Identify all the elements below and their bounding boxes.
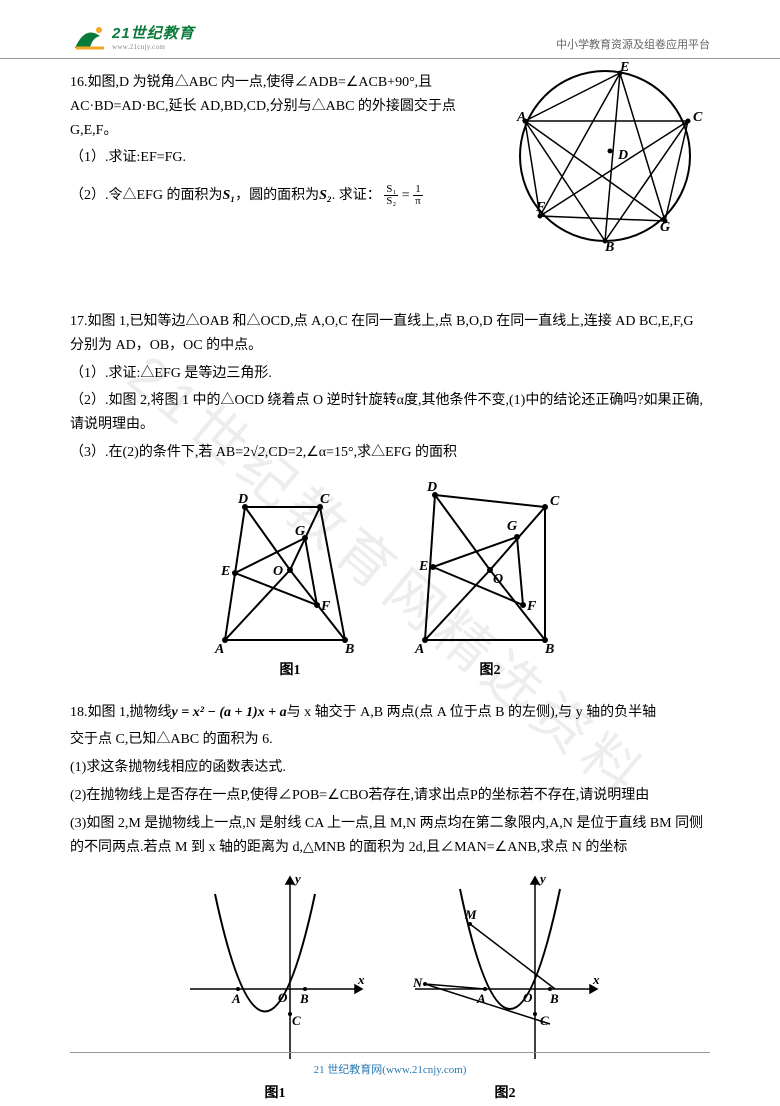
svg-text:E: E — [418, 559, 428, 574]
figures-17: D C A B O E F G 图1 — [70, 475, 710, 683]
p18-stem2: 交于点 C,已知△ABC 的面积为 6. — [70, 728, 710, 752]
p18-stem: 18.如图 1,抛物线y = x² − (a + 1)x + a与 x 轴交于 … — [70, 701, 710, 725]
svg-text:O: O — [278, 990, 288, 1005]
svg-text:y: y — [538, 871, 546, 886]
svg-text:O: O — [273, 564, 283, 579]
svg-text:G: G — [295, 524, 305, 539]
header-right-text: 中小学教育资源及组卷应用平台 — [556, 36, 710, 52]
svg-text:B: B — [549, 991, 559, 1006]
svg-text:F: F — [320, 599, 331, 614]
content-area: E C A F G B D — [0, 71, 780, 1106]
svg-text:D: D — [237, 492, 248, 507]
page-footer: 21 世纪教育网(www.21cnjy.com) — [70, 1052, 710, 1077]
p18-q3: (3)如图 2,M 是抛物线上一点,N 是射线 CA 上一点,且 M,N 两点均… — [70, 812, 710, 860]
p16-q2: （2）.令△EFG 的面积为S₁，圆的面积为S₂. 求证： S₁S₂ = 1π — [70, 184, 490, 208]
fig18-1-label: 图1 — [175, 1082, 375, 1106]
svg-text:G: G — [507, 519, 517, 534]
svg-text:A: A — [231, 991, 241, 1006]
svg-text:D: D — [426, 480, 437, 495]
svg-text:C: C — [693, 110, 703, 125]
page-header: 21世纪教育 www.21cnjy.com 中小学教育资源及组卷应用平台 — [0, 0, 780, 59]
logo-sub-text: www.21cnjy.com — [112, 43, 195, 51]
svg-text:A: A — [414, 642, 424, 655]
problem-18: 18.如图 1,抛物线y = x² − (a + 1)x + a与 x 轴交于 … — [70, 701, 710, 1106]
svg-text:E: E — [220, 564, 230, 579]
fig17-2-label: 图2 — [400, 659, 580, 683]
svg-text:x: x — [592, 972, 600, 987]
svg-text:M: M — [464, 907, 477, 922]
fig17-1-label: 图1 — [200, 659, 380, 683]
p17-q3: （3）.在(2)的条件下,若 AB=2√2,CD=2,∠α=15°,求△EFG … — [70, 441, 710, 465]
p16-stem: 16.如图,D 为锐角△ABC 内一点,使得∠ADB=∠ACB+90°,且 AC… — [70, 71, 490, 142]
figure-17-1: D C A B O E F G 图1 — [200, 475, 380, 683]
problem-17: 17.如图 1,已知等边△OAB 和△OCD,点 A,O,C 在同一直线上,点 … — [70, 310, 710, 683]
svg-text:C: C — [320, 492, 330, 507]
figure-17-2: D C A B O E F G 图2 — [400, 475, 580, 683]
figure-16: E C A F G B D — [500, 61, 710, 251]
svg-text:C: C — [292, 1013, 301, 1028]
svg-text:A: A — [476, 991, 486, 1006]
svg-text:F: F — [526, 599, 537, 614]
p17-q2: （2）.如图 2,将图 1 中的△OCD 绕着点 O 逆时针旋转α度,其他条件不… — [70, 389, 710, 437]
svg-text:O: O — [523, 990, 533, 1005]
p17-stem: 17.如图 1,已知等边△OAB 和△OCD,点 A,O,C 在同一直线上,点 … — [70, 310, 710, 358]
logo-main-text: 21世纪教育 — [112, 22, 195, 43]
svg-text:O: O — [493, 572, 503, 587]
svg-text:y: y — [293, 871, 301, 886]
svg-text:C: C — [550, 494, 560, 509]
fig18-2-label: 图2 — [405, 1082, 605, 1106]
svg-text:B: B — [544, 642, 554, 655]
problem-16: E C A F G B D — [70, 71, 710, 292]
svg-text:A: A — [214, 642, 224, 655]
svg-text:C: C — [540, 1013, 549, 1028]
p18-q1: (1)求这条抛物线相应的函数表达式. — [70, 756, 710, 780]
p18-q2: (2)在抛物线上是否存在一点P,使得∠POB=∠CBO若存在,请求出点P的坐标若… — [70, 784, 710, 808]
svg-text:B: B — [299, 991, 309, 1006]
logo: 21世纪教育 www.21cnjy.com — [70, 20, 195, 52]
p17-q1: （1）.求证:△EFG 是等边三角形. — [70, 362, 710, 386]
p16-q1: （1）.求证:EF=FG. — [70, 146, 490, 170]
logo-icon — [70, 20, 108, 52]
svg-text:N: N — [412, 975, 423, 990]
svg-text:x: x — [357, 972, 365, 987]
svg-text:B: B — [344, 642, 354, 655]
